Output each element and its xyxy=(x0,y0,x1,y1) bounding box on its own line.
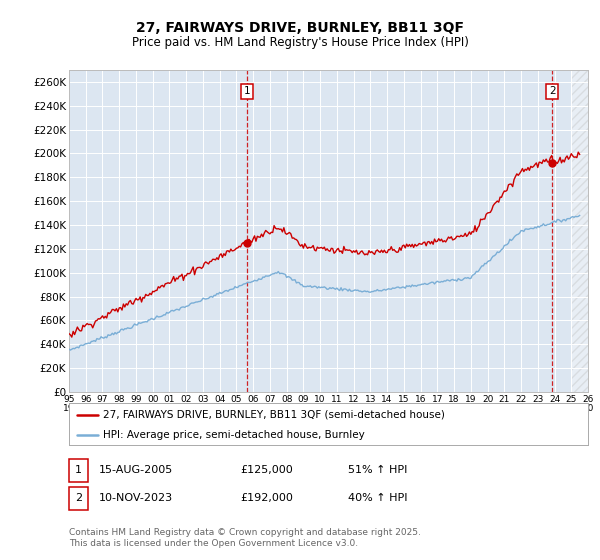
Text: 15-AUG-2005: 15-AUG-2005 xyxy=(99,465,173,475)
Text: 40% ↑ HPI: 40% ↑ HPI xyxy=(348,493,407,503)
Text: 2: 2 xyxy=(75,493,82,503)
Text: 1: 1 xyxy=(75,465,82,475)
Text: Contains HM Land Registry data © Crown copyright and database right 2025.
This d: Contains HM Land Registry data © Crown c… xyxy=(69,528,421,548)
Text: HPI: Average price, semi-detached house, Burnley: HPI: Average price, semi-detached house,… xyxy=(103,430,364,440)
Text: 1: 1 xyxy=(244,86,250,96)
Text: 27, FAIRWAYS DRIVE, BURNLEY, BB11 3QF: 27, FAIRWAYS DRIVE, BURNLEY, BB11 3QF xyxy=(136,21,464,35)
Text: Price paid vs. HM Land Registry's House Price Index (HPI): Price paid vs. HM Land Registry's House … xyxy=(131,36,469,49)
Text: 51% ↑ HPI: 51% ↑ HPI xyxy=(348,465,407,475)
Text: £125,000: £125,000 xyxy=(240,465,293,475)
Text: 2: 2 xyxy=(549,86,556,96)
Text: 27, FAIRWAYS DRIVE, BURNLEY, BB11 3QF (semi-detached house): 27, FAIRWAYS DRIVE, BURNLEY, BB11 3QF (s… xyxy=(103,410,445,420)
Text: 10-NOV-2023: 10-NOV-2023 xyxy=(99,493,173,503)
Bar xyxy=(571,70,596,392)
Text: £192,000: £192,000 xyxy=(240,493,293,503)
